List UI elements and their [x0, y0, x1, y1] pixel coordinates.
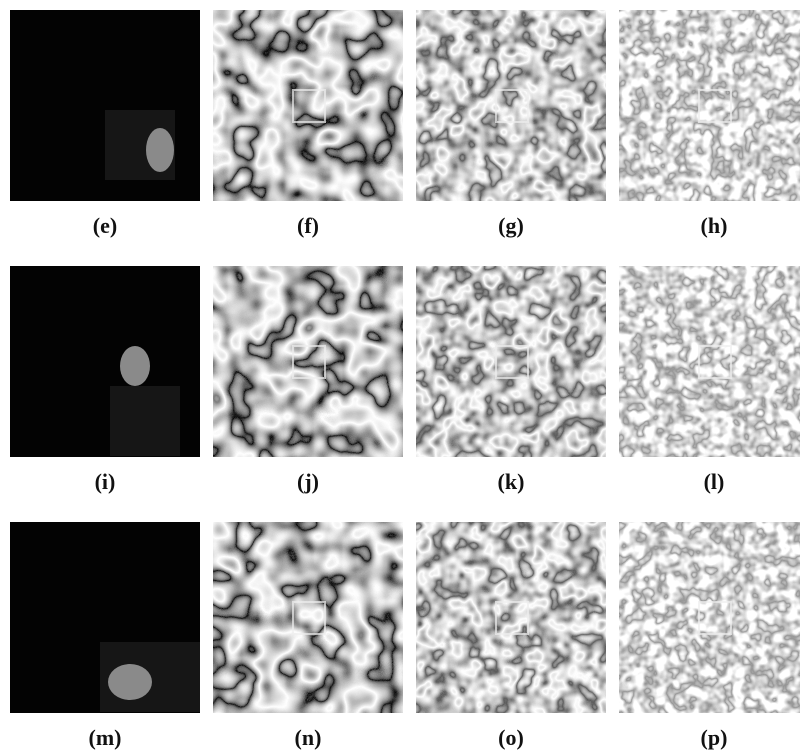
speckle-image — [213, 266, 403, 457]
figure-panel — [213, 266, 403, 457]
panel-label: (n) — [295, 725, 322, 750]
panel-label: (m) — [89, 725, 122, 750]
panel-label: (p) — [701, 725, 728, 750]
speckle-image — [619, 10, 800, 201]
speckle-image — [416, 266, 606, 457]
object-region — [110, 386, 180, 456]
speckle-image — [619, 266, 800, 457]
object — [120, 346, 150, 386]
figure-panel — [10, 10, 200, 201]
panel-label: (l) — [704, 469, 725, 494]
figure-panel — [10, 266, 200, 457]
figure-panel — [416, 10, 606, 201]
figure-panel — [416, 266, 606, 457]
speckle-image — [213, 522, 403, 713]
panel-label: (k) — [498, 469, 525, 494]
panel-label: (g) — [498, 213, 524, 238]
figure-panel — [213, 522, 403, 713]
speckle-image — [213, 10, 403, 201]
figure-panel — [619, 10, 800, 201]
object — [146, 128, 174, 172]
figure-panel — [213, 10, 403, 201]
panel-label: (f) — [297, 213, 319, 238]
object — [108, 664, 152, 700]
speckle-image — [416, 10, 606, 201]
panel-label: (i) — [95, 469, 116, 494]
panel-label: (h) — [701, 213, 728, 238]
panel-label: (e) — [93, 213, 117, 238]
figure: (e) (f) (g) (h) (i) (j) (k) (l) (m) (n) (o) (p) — [0, 0, 801, 756]
speckle-image — [416, 522, 606, 713]
speckle-image — [619, 522, 800, 713]
figure-panel — [619, 522, 800, 713]
figure-panel — [416, 522, 606, 713]
panel-label: (o) — [498, 725, 524, 750]
figure-panel — [10, 522, 200, 713]
panel-label: (j) — [297, 469, 319, 494]
figure-panel — [619, 266, 800, 457]
